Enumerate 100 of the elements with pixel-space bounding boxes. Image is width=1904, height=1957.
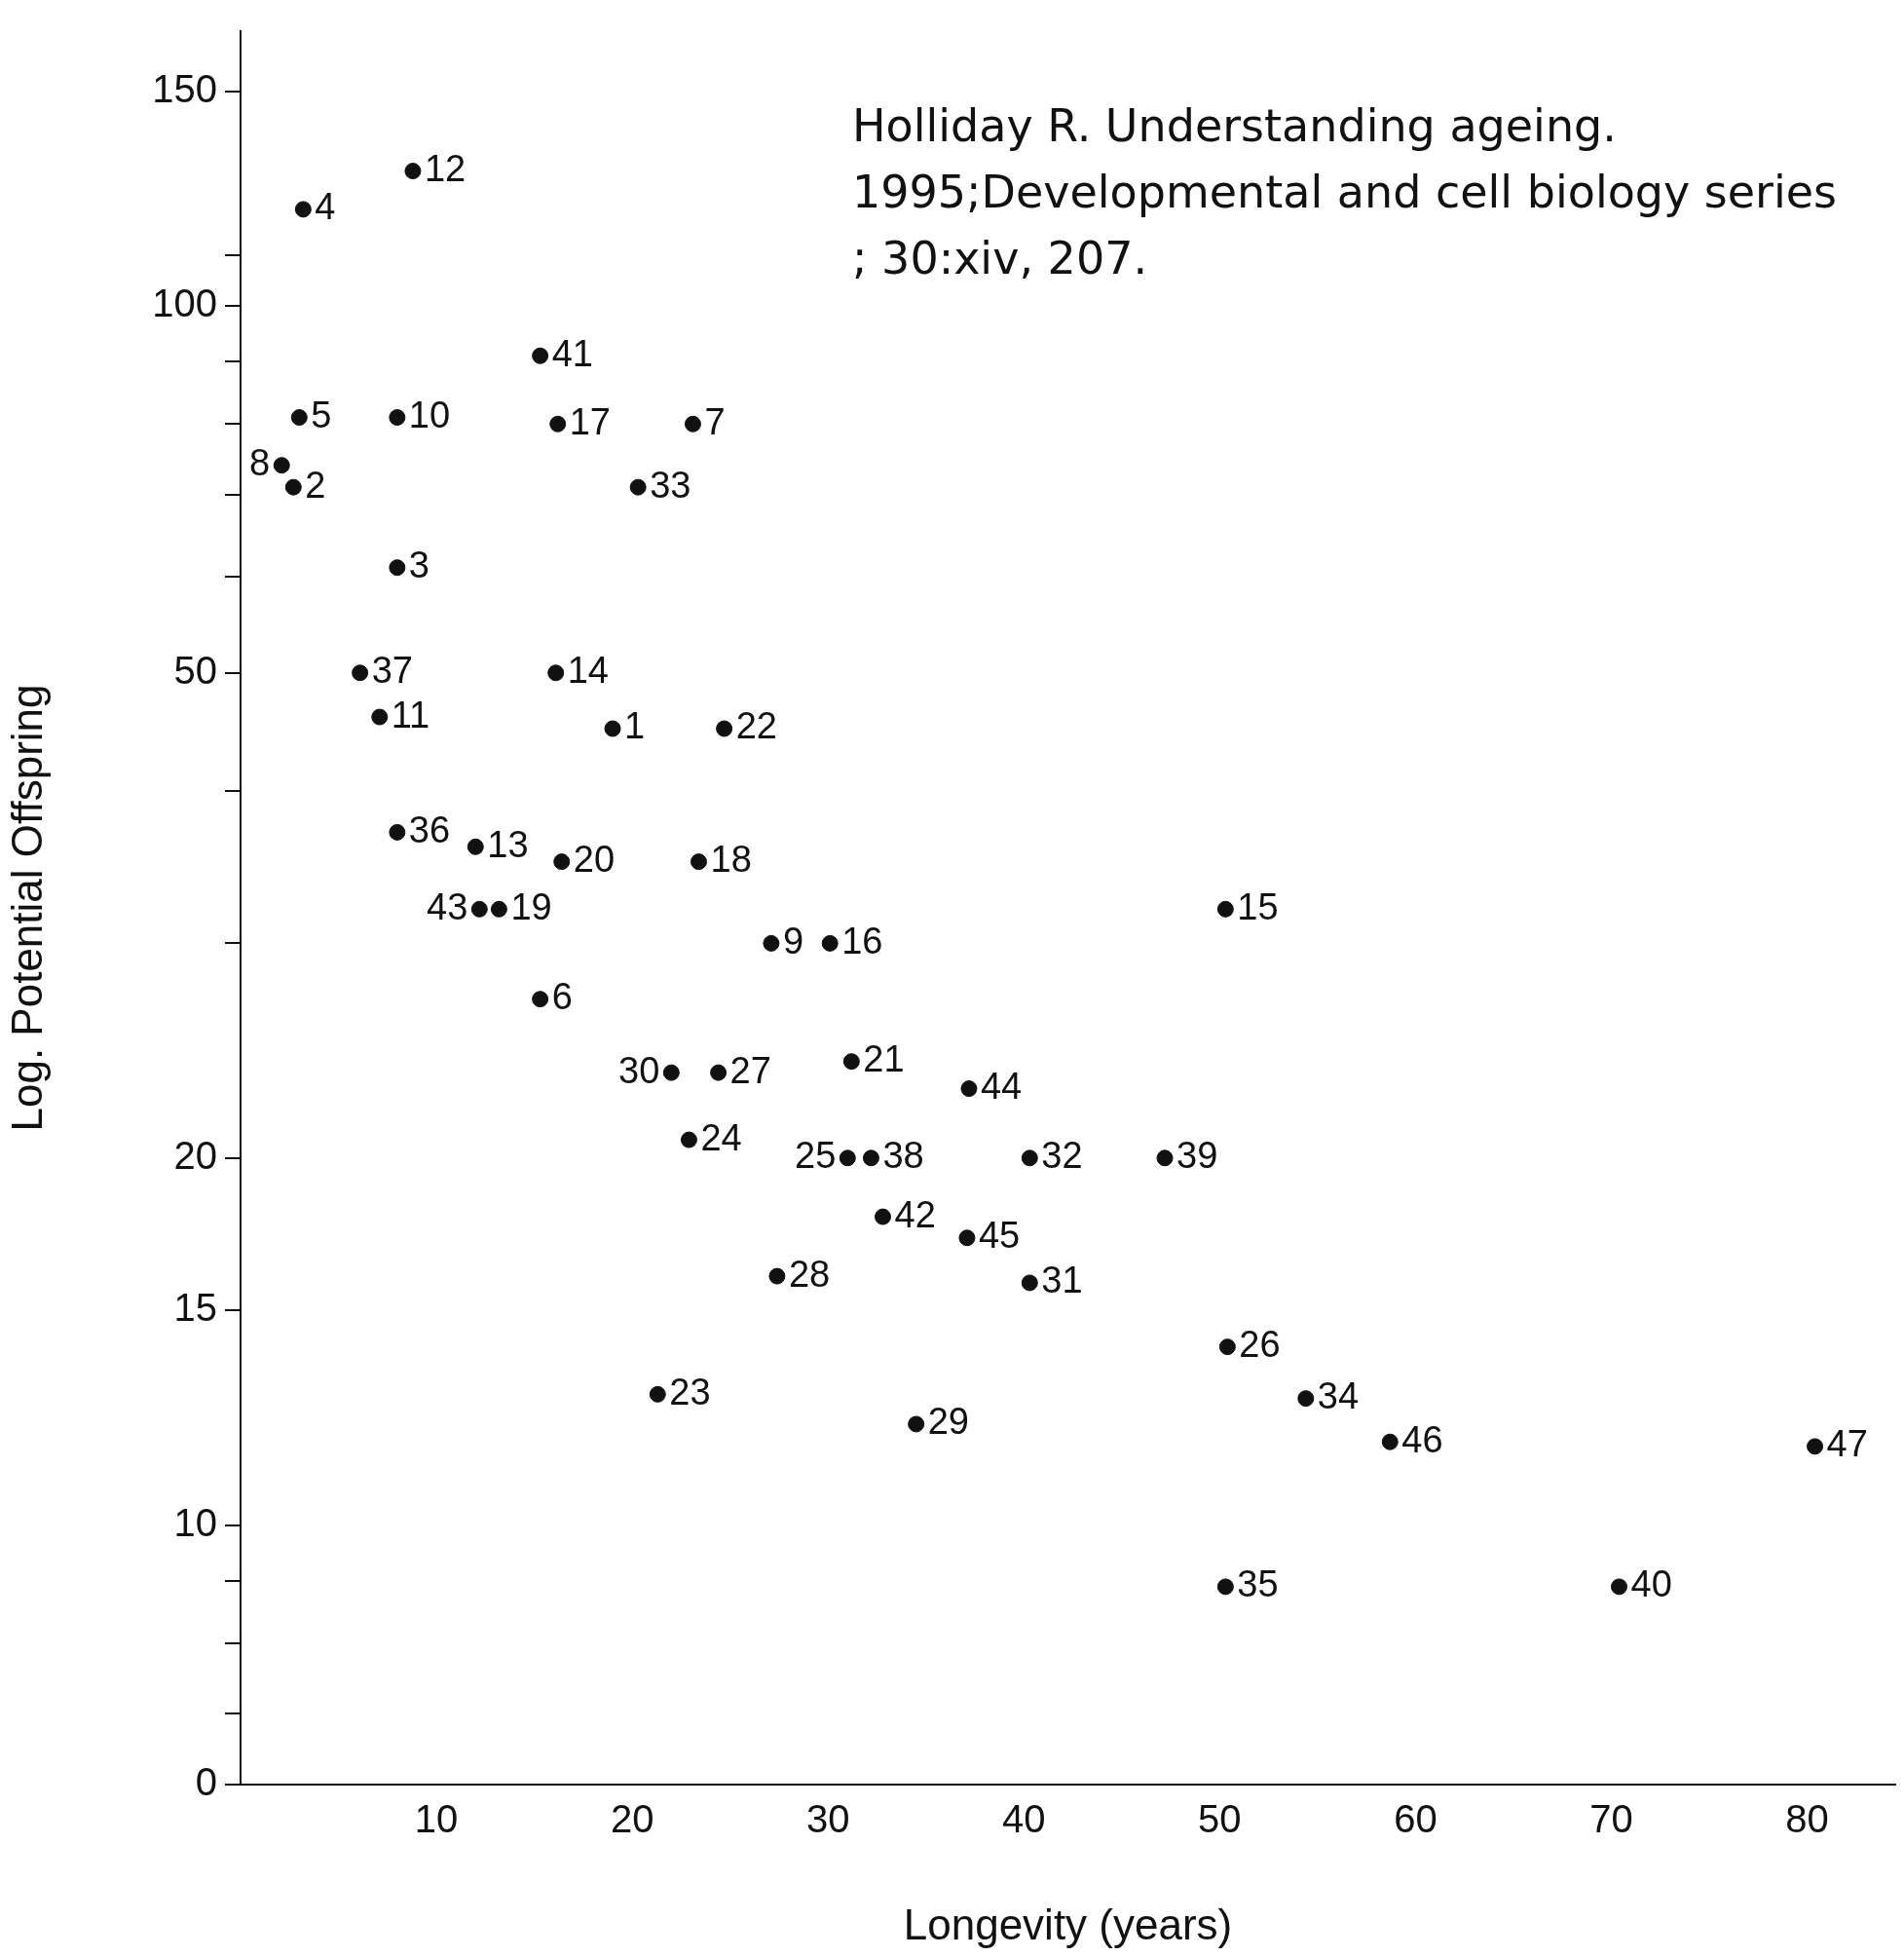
annotation: 21 bbox=[863, 1038, 905, 1080]
point bbox=[710, 1064, 728, 1081]
point bbox=[862, 1149, 879, 1167]
annotation: 17 bbox=[569, 400, 612, 442]
annotation: 14 bbox=[567, 650, 609, 692]
annotation: 16 bbox=[841, 920, 883, 961]
point bbox=[1807, 1438, 1824, 1455]
point bbox=[604, 720, 621, 737]
point bbox=[908, 1415, 925, 1433]
point bbox=[662, 1064, 680, 1081]
annotation: 27 bbox=[729, 1049, 771, 1091]
point bbox=[1021, 1274, 1038, 1292]
annotation: 47 bbox=[1826, 1423, 1868, 1465]
point bbox=[1021, 1149, 1038, 1167]
annotation: 6 bbox=[551, 976, 573, 1018]
x-tick-label: 80 bbox=[1785, 1797, 1829, 1841]
point bbox=[389, 409, 406, 427]
x-tick-label: 60 bbox=[1394, 1797, 1437, 1841]
annotation: 20 bbox=[573, 839, 616, 881]
point bbox=[549, 415, 567, 433]
point bbox=[763, 934, 780, 952]
point bbox=[290, 409, 308, 427]
point bbox=[470, 900, 488, 918]
point bbox=[649, 1385, 666, 1403]
point bbox=[352, 664, 369, 682]
annotation: 18 bbox=[710, 839, 752, 881]
point bbox=[1611, 1578, 1627, 1596]
point bbox=[1297, 1390, 1315, 1408]
point bbox=[532, 347, 549, 364]
annotation: 8 bbox=[249, 442, 271, 484]
annotation: 15 bbox=[1237, 885, 1279, 927]
annotation: 46 bbox=[1401, 1418, 1443, 1460]
x-tick-label: 70 bbox=[1589, 1797, 1633, 1841]
annotation: 11 bbox=[391, 694, 430, 735]
x-tick-label: 40 bbox=[1002, 1797, 1046, 1841]
annotation: 44 bbox=[980, 1066, 1023, 1108]
point bbox=[389, 559, 406, 577]
point bbox=[404, 163, 422, 180]
annotation: 41 bbox=[551, 332, 593, 374]
point bbox=[1218, 1338, 1236, 1356]
point bbox=[842, 1053, 860, 1071]
point bbox=[273, 457, 290, 474]
annotation: 29 bbox=[927, 1401, 969, 1443]
annotation: 24 bbox=[700, 1116, 742, 1158]
annotation: 3 bbox=[408, 545, 429, 586]
annotation: 40 bbox=[1630, 1563, 1672, 1605]
annotation: 36 bbox=[408, 809, 451, 850]
annotation: 23 bbox=[669, 1371, 711, 1412]
point bbox=[716, 720, 733, 737]
y-axis-title: Log. Potential Offspring bbox=[2, 684, 51, 1132]
annotation: 33 bbox=[650, 464, 691, 506]
point bbox=[1156, 1149, 1174, 1167]
annotation: 35 bbox=[1237, 1563, 1279, 1605]
point bbox=[294, 201, 312, 218]
point bbox=[768, 1267, 786, 1285]
annotation: 26 bbox=[1239, 1324, 1281, 1366]
point bbox=[684, 415, 701, 433]
annotation: 10 bbox=[408, 395, 451, 436]
point bbox=[1381, 1433, 1399, 1450]
x-tick-label: 30 bbox=[805, 1797, 850, 1841]
annotation: 4 bbox=[315, 186, 336, 228]
point bbox=[553, 853, 571, 871]
annotation: 22 bbox=[735, 705, 777, 747]
y-tick-label: 150 bbox=[152, 66, 217, 110]
annotation: 2 bbox=[305, 464, 326, 506]
point bbox=[680, 1131, 697, 1148]
annotation: 5 bbox=[311, 395, 332, 436]
annotation: 39 bbox=[1176, 1135, 1218, 1177]
annotation: 34 bbox=[1317, 1375, 1360, 1417]
annotation: 13 bbox=[487, 823, 529, 865]
point bbox=[467, 838, 484, 855]
annotation: 28 bbox=[788, 1253, 831, 1295]
annotation: 31 bbox=[1041, 1260, 1083, 1301]
point bbox=[629, 478, 647, 496]
point bbox=[958, 1229, 976, 1247]
annotation: 25 bbox=[795, 1135, 837, 1177]
y-tick-label: 100 bbox=[152, 282, 217, 325]
x-tick-label: 10 bbox=[414, 1797, 459, 1841]
y-tick-label: 10 bbox=[173, 1500, 217, 1544]
annotation: 37 bbox=[371, 650, 413, 692]
point bbox=[532, 991, 549, 1008]
point bbox=[690, 853, 707, 871]
annotation: 1 bbox=[624, 705, 646, 747]
point bbox=[490, 900, 507, 918]
y-tick-label: 15 bbox=[173, 1286, 217, 1330]
y-tick-label: 0 bbox=[195, 1760, 217, 1804]
annotation: 12 bbox=[424, 148, 467, 190]
annotation: 9 bbox=[782, 920, 804, 961]
point bbox=[874, 1208, 891, 1225]
y-tick-label: 20 bbox=[173, 1133, 217, 1177]
point bbox=[371, 708, 389, 726]
point bbox=[839, 1149, 856, 1167]
y-tick-label: 50 bbox=[173, 648, 217, 692]
annotation: 30 bbox=[618, 1049, 660, 1091]
point bbox=[547, 664, 565, 682]
point bbox=[389, 823, 406, 841]
point bbox=[284, 478, 302, 496]
x-tick-label: 20 bbox=[610, 1797, 654, 1841]
point bbox=[821, 934, 839, 952]
x-tick-label: 50 bbox=[1198, 1797, 1242, 1841]
